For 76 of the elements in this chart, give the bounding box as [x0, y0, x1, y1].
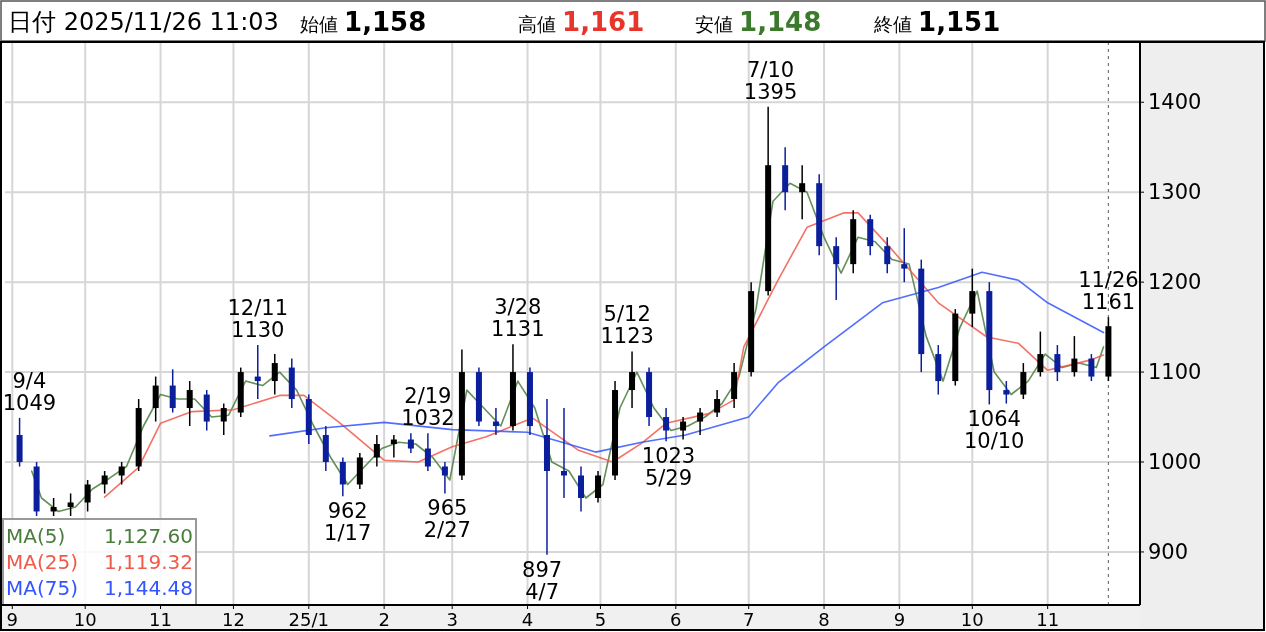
annotation: 962 1/17	[324, 499, 372, 546]
text: 終値 1,151	[873, 7, 1001, 37]
annotation: 1,127.60	[103, 524, 193, 548]
annotation: 2/19 1032	[401, 384, 455, 431]
annotation: 12/11 1130	[227, 296, 289, 343]
candlestick	[1020, 362, 1027, 400]
annotation: 965 2/27	[423, 496, 471, 543]
annotation: 9/4 1049	[2, 368, 57, 415]
y-tick-label: 1400	[1148, 90, 1202, 115]
y-tick-label: 1000	[1148, 450, 1202, 474]
annotation: 1,119.32	[103, 550, 193, 574]
candlestick	[118, 461, 125, 486]
x-tick-label: 8	[818, 609, 830, 630]
candlestick	[424, 432, 431, 472]
text: MA(75)	[6, 576, 78, 600]
candlestick	[373, 434, 380, 468]
y-tick-label: 1300	[1148, 180, 1202, 205]
candlestick	[680, 416, 687, 441]
annotation: 3/28 1131	[491, 295, 545, 342]
x-tick-label: 6	[670, 609, 682, 630]
candlestick	[901, 227, 908, 283]
candlestick	[1088, 353, 1095, 382]
candlestick	[578, 465, 585, 513]
candlestick	[1037, 330, 1044, 378]
candlestick	[714, 389, 721, 418]
annotation: 7/10 1395	[743, 57, 798, 104]
candlestick	[663, 407, 670, 443]
candlestick	[1071, 335, 1078, 378]
candlestick	[220, 402, 227, 436]
y-tick-label: 1100	[1148, 360, 1202, 385]
x-tick-label: 4	[521, 609, 534, 630]
candlestick	[595, 470, 602, 504]
candlestick	[101, 470, 108, 495]
text: 高値 1,161	[518, 7, 645, 37]
candlestick	[1054, 344, 1061, 382]
candlestick	[833, 236, 840, 301]
candlestick	[884, 236, 891, 274]
candlestick	[407, 432, 414, 454]
candlestick	[629, 350, 636, 409]
x-tick-label: 9	[6, 609, 19, 630]
x-tick-label: 7	[742, 609, 755, 630]
candlestick	[697, 407, 704, 436]
y-tick-label: 900	[1148, 539, 1189, 564]
x-tick-label: 10	[960, 609, 984, 630]
candlestick	[339, 456, 346, 497]
x-tick-label: 11	[149, 609, 172, 630]
x-tick-label: 10	[73, 609, 97, 630]
x-tick-label: 11	[1036, 609, 1060, 630]
annotation: 5/12 1123	[600, 302, 654, 349]
series-label: MA(5)	[6, 524, 66, 548]
text: 始値 1,158	[300, 7, 427, 37]
annotation: 1,144.48	[103, 576, 193, 600]
annotation: 1023 5/29	[641, 444, 696, 491]
chart-title: 日付 2025/11/26 11:03	[8, 8, 279, 36]
x-tick-label: 5	[594, 609, 607, 630]
y-tick-label: 1200	[1148, 270, 1202, 295]
candlestick	[1003, 380, 1010, 405]
candlestick	[271, 353, 278, 396]
candlestick	[969, 267, 976, 328]
annotation: 11/26 1161	[1078, 268, 1139, 315]
x-tick-label: 9	[893, 609, 906, 630]
candlestick	[152, 375, 159, 423]
x-tick-label: 25/1	[288, 609, 330, 630]
x-tick-label: 12	[222, 609, 245, 630]
x-tick-label: 2	[378, 609, 390, 630]
candlestick	[799, 164, 806, 220]
text: 安値 1,148	[695, 7, 822, 37]
text: MA(25)	[6, 550, 78, 574]
annotation: 1064 10/10	[963, 407, 1025, 454]
annotation: 897 4/7	[522, 557, 563, 604]
candlestick	[441, 461, 448, 495]
candlestick	[186, 380, 193, 427]
candlestick	[169, 368, 176, 414]
candlestick	[84, 479, 91, 513]
x-tick-label: 3	[446, 609, 458, 630]
candlestick	[67, 492, 74, 517]
